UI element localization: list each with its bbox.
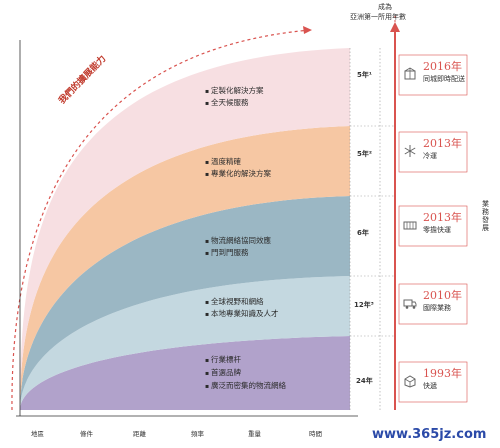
band-2-bullet-2: 專業化的解決方案	[205, 169, 271, 179]
axis-label-4: 頻率	[191, 430, 204, 438]
band-5-area	[20, 336, 350, 410]
side-box-3-year: 2013年	[423, 211, 462, 224]
band-5-bullet-2: 首選品牌	[205, 368, 241, 378]
band-5-years: 24年	[356, 377, 373, 385]
side-box-5-year: 1993年	[423, 367, 462, 380]
band-4-years: 12年³	[354, 301, 374, 309]
snowflake-icon	[404, 145, 416, 157]
side-box-3: 2013年 零擔快運	[399, 206, 467, 246]
axis-label-2: 條件	[80, 430, 93, 438]
band-4-bullet-1: 全球視野和網絡	[205, 297, 264, 307]
band-1-bullet-1: 定製化解決方案	[205, 86, 264, 96]
band-2-area	[20, 126, 350, 410]
side-box-1-service: 同城即時配送	[423, 75, 465, 83]
band-2-bullet-1: 溫度精確	[205, 157, 241, 167]
band-1-years: 5年¹	[357, 71, 372, 79]
side-box-2-service: 冷運	[423, 152, 437, 160]
side-box-4: 2010年 國際業務	[399, 284, 467, 324]
header-line-2: 亞洲第一所用年數	[350, 13, 406, 21]
arc-dashed-arrow	[11, 29, 311, 411]
timeline-arrowhead	[390, 22, 400, 32]
side-vertical-label: 業務發展	[482, 200, 489, 232]
side-box-1: 2016年 同城即時配送	[399, 55, 467, 95]
truck-icon	[403, 299, 417, 309]
axis-label-5: 重量	[248, 430, 261, 438]
side-box-3-service: 零擔快運	[423, 226, 451, 234]
side-box-5-service: 快遞	[423, 382, 437, 390]
band-4-bullet-2: 本地專業知識及人才	[205, 309, 279, 319]
parcel-icon	[404, 375, 416, 388]
band-3-years: 6年	[357, 229, 369, 237]
axis-label-1: 地區	[31, 430, 44, 438]
band-5-bullet-3: 廣泛而密集的物流網絡	[205, 381, 286, 391]
axis-label-3: 距離	[133, 430, 146, 438]
band-1-area	[20, 48, 350, 410]
side-box-5: 1993年 快遞	[399, 362, 467, 402]
side-box-4-year: 2010年	[423, 289, 462, 302]
header-line-1: 成為	[378, 3, 392, 11]
container-icon	[403, 221, 417, 230]
side-box-1-year: 2016年	[423, 60, 462, 73]
axis-label-6: 時間	[309, 430, 322, 438]
side-box-4-service: 國際業務	[423, 304, 451, 312]
band-3-bullet-1: 物流網絡協同效應	[205, 236, 271, 246]
band-1-bullet-2: 全天候服務	[205, 98, 249, 108]
band-2-years: 5年²	[357, 150, 372, 158]
box-icon	[404, 67, 416, 80]
side-box-2-year: 2013年	[423, 137, 462, 150]
band-3-area	[20, 196, 350, 410]
watermark: www.365jz.com	[372, 427, 487, 442]
side-box-2: 2013年 冷運	[399, 132, 467, 172]
arc-arrowhead	[303, 26, 312, 34]
band-5-bullet-1: 行業標杆	[205, 355, 241, 365]
band-3-bullet-2: 門到門服務	[205, 248, 249, 258]
